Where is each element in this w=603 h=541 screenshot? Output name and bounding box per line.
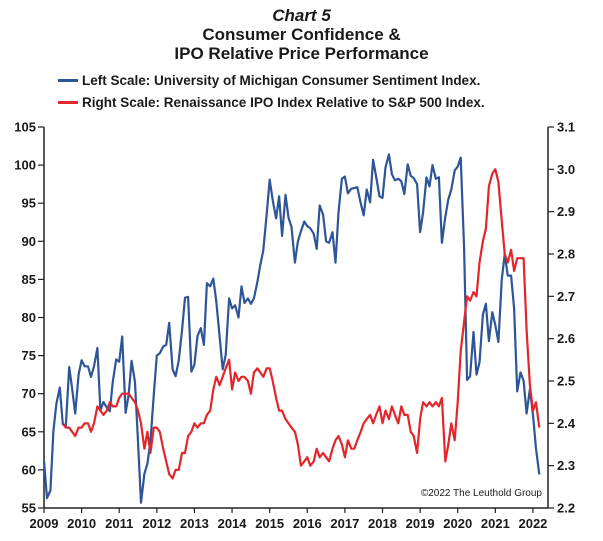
left-tick-label: 60: [22, 462, 36, 477]
x-tick-label: 2019: [406, 516, 435, 531]
left-tick-label: 75: [22, 348, 36, 363]
x-tick-label: 2014: [218, 516, 248, 531]
left-tick-label: 105: [14, 120, 36, 135]
x-tick-label: 2018: [368, 516, 397, 531]
x-tick-label: 2021: [481, 516, 510, 531]
right-tick-label: 2.7: [557, 289, 575, 304]
chart-title-line-1: Consumer Confidence &: [202, 25, 401, 44]
left-tick-label: 55: [22, 501, 36, 516]
right-tick-label: 2.8: [557, 247, 575, 262]
legend-swatch-sentiment: [58, 78, 78, 82]
right-tick-label: 2.2: [557, 501, 575, 516]
legend-item-ipo: Right Scale: Renaissance IPO Index Relat…: [58, 91, 485, 113]
x-tick-label: 2017: [330, 516, 359, 531]
x-tick-label: 2013: [180, 516, 209, 531]
right-tick-label: 3.0: [557, 162, 575, 177]
x-tick-label: 2015: [255, 516, 284, 531]
right-tick-label: 2.3: [557, 458, 575, 473]
series-group: [42, 153, 541, 504]
left-tick-label: 100: [14, 158, 36, 173]
left-tick-label: 70: [22, 386, 36, 401]
left-tick-label: 95: [22, 196, 36, 211]
left-tick-label: 65: [22, 424, 36, 439]
right-tick-label: 2.6: [557, 331, 575, 346]
chart-number: Chart 5: [272, 6, 331, 25]
left-tick-label: 85: [22, 272, 36, 287]
x-tick-label: 2011: [105, 516, 133, 531]
left-tick-label: 80: [22, 310, 36, 325]
x-tick-label: 2016: [293, 516, 322, 531]
right-tick-label: 3.1: [557, 120, 575, 135]
right-tick-label: 2.4: [557, 416, 576, 431]
copyright-note: ©2022 The Leuthold Group: [421, 488, 543, 499]
legend-label-sentiment: Left Scale: University of Michigan Consu…: [82, 72, 481, 88]
x-tick-label: 2009: [30, 516, 59, 531]
legend: Left Scale: University of Michigan Consu…: [58, 69, 485, 113]
x-tick-label: 2020: [443, 516, 472, 531]
right-tick-label: 2.9: [557, 204, 575, 219]
chart-title-line-2: IPO Relative Price Performance: [174, 44, 429, 63]
legend-item-sentiment: Left Scale: University of Michigan Consu…: [58, 69, 485, 91]
x-tick-label: 2012: [142, 516, 171, 531]
right-tick-label: 2.5: [557, 374, 575, 389]
legend-label-ipo: Right Scale: Renaissance IPO Index Relat…: [82, 94, 485, 110]
series-line-sentiment: [42, 153, 541, 504]
left-tick-label: 90: [22, 234, 36, 249]
axes-group: 55 60 65 70 75 80 85 90 95 100 105 2.2 2.3 2.4 2.5 2.6 2…: [14, 120, 576, 532]
x-tick-label: 2022: [518, 516, 547, 531]
x-tick-label: 2010: [67, 516, 96, 531]
series-line-ipo-relative: [61, 168, 541, 480]
legend-swatch-ipo: [58, 100, 78, 104]
